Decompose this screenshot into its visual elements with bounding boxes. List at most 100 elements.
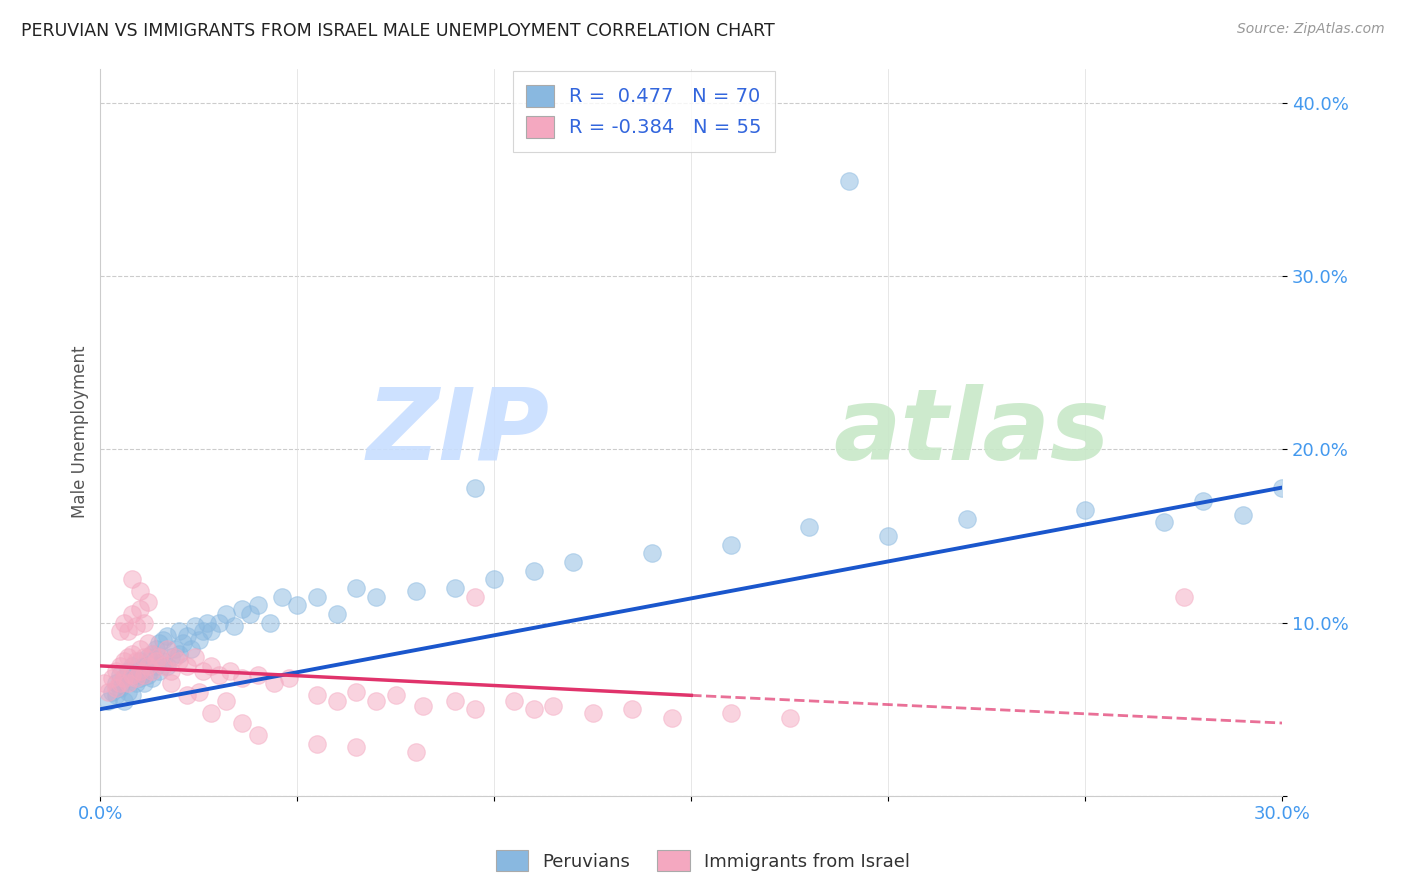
Point (838, 174, 860, 188)
Point (167, 647, 190, 661)
Point (112, 671, 135, 685)
Point (112, 615, 135, 630)
Point (484, 572, 506, 586)
Point (1173, 590, 1195, 604)
Point (877, 529, 900, 543)
Point (195, 615, 218, 630)
Point (141, 647, 163, 661)
Point (444, 581, 467, 595)
Point (503, 693, 526, 707)
Point (93, 676, 115, 690)
Point (156, 630, 179, 644)
Point (246, 667, 269, 681)
Point (105, 681, 128, 696)
Point (128, 671, 150, 685)
Point (101, 671, 124, 685)
Point (187, 632, 209, 647)
Point (165, 641, 187, 656)
Point (779, 711, 801, 725)
Point (121, 667, 143, 681)
Point (152, 659, 174, 673)
Point (141, 664, 163, 678)
Point (325, 693, 347, 707)
Point (148, 636, 170, 650)
Point (956, 512, 979, 526)
Point (128, 584, 150, 599)
Point (231, 671, 253, 685)
Point (184, 619, 207, 633)
Point (444, 693, 467, 707)
Point (305, 590, 328, 604)
Text: atlas: atlas (834, 384, 1109, 481)
Point (132, 676, 155, 690)
Point (105, 664, 128, 678)
Point (145, 654, 167, 668)
Point (167, 654, 190, 668)
Point (117, 685, 139, 699)
Text: ZIP: ZIP (367, 384, 550, 481)
Point (105, 689, 128, 703)
Point (97, 693, 120, 707)
Point (187, 685, 209, 699)
Point (125, 619, 148, 633)
Point (366, 693, 388, 707)
Point (132, 667, 155, 681)
Point (191, 624, 214, 639)
Point (165, 650, 187, 665)
Point (145, 659, 167, 673)
Point (366, 590, 388, 604)
Point (125, 654, 148, 668)
Point (128, 664, 150, 678)
Point (305, 689, 328, 703)
Point (132, 659, 155, 673)
Point (305, 737, 328, 751)
Point (121, 659, 143, 673)
Point (160, 650, 183, 665)
Point (582, 706, 605, 720)
Point (207, 667, 229, 681)
Point (128, 601, 150, 615)
Point (246, 728, 269, 742)
Point (112, 654, 135, 668)
Point (1153, 515, 1175, 529)
Point (263, 676, 285, 690)
Point (405, 584, 427, 599)
Point (325, 607, 347, 621)
Point (346, 685, 368, 699)
Point (200, 659, 222, 673)
Point (464, 481, 486, 495)
Point (160, 664, 183, 678)
Point (1271, 481, 1294, 495)
Point (105, 676, 128, 690)
Point (405, 746, 427, 760)
Point (152, 654, 174, 668)
Point (176, 659, 198, 673)
Point (152, 632, 174, 647)
Point (132, 615, 155, 630)
Point (661, 711, 683, 725)
Point (148, 650, 170, 665)
Point (278, 671, 301, 685)
Point (720, 538, 742, 552)
Point (239, 607, 262, 621)
Point (641, 546, 664, 560)
Point (117, 664, 139, 678)
Point (156, 641, 179, 656)
Point (121, 647, 143, 661)
Point (176, 630, 198, 644)
Point (231, 601, 253, 615)
Point (231, 716, 253, 731)
Point (285, 599, 308, 613)
Point (172, 636, 194, 650)
Point (215, 607, 238, 621)
Point (412, 698, 434, 713)
Point (621, 702, 644, 716)
Point (720, 706, 742, 720)
Point (191, 664, 214, 678)
Point (200, 706, 222, 720)
Point (224, 619, 246, 633)
Point (141, 671, 163, 685)
Text: Source: ZipAtlas.com: Source: ZipAtlas.com (1237, 22, 1385, 37)
Point (108, 667, 131, 681)
Point (270, 590, 292, 604)
